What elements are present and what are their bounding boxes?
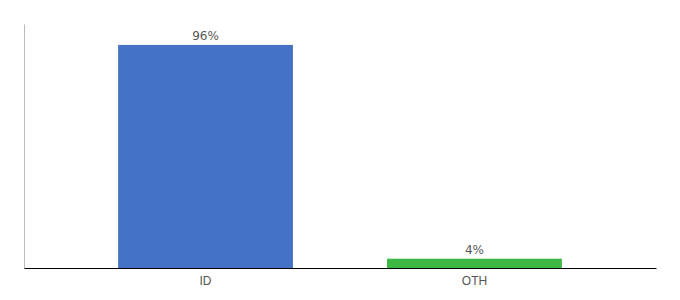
bar bbox=[118, 45, 293, 268]
x-axis: ID OTH bbox=[25, 268, 657, 288]
plot: 96% 4% ID OTH bbox=[25, 25, 657, 288]
data-labels: 96% 4% bbox=[192, 29, 484, 257]
bar bbox=[387, 259, 562, 268]
chart: 96% 4% ID OTH bbox=[0, 0, 680, 300]
data-label: 96% bbox=[192, 29, 219, 43]
x-tick: OTH bbox=[462, 268, 487, 288]
data-label: 4% bbox=[465, 243, 484, 257]
y-axis bbox=[24, 25, 25, 269]
x-axis-line bbox=[25, 268, 657, 269]
bars bbox=[118, 45, 562, 268]
x-tick-label: ID bbox=[200, 274, 212, 288]
y-axis-line bbox=[24, 25, 25, 269]
x-tick: ID bbox=[200, 268, 212, 288]
x-tick-label: OTH bbox=[462, 274, 487, 288]
